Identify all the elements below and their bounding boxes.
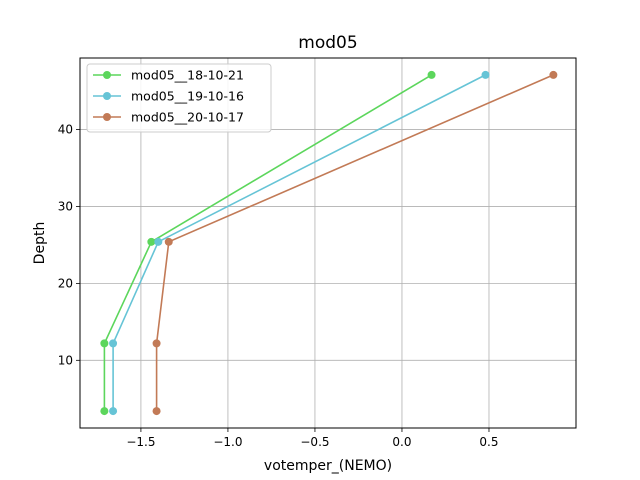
legend-swatch-marker — [103, 71, 111, 79]
legend: mod05__18-10-21 mod05__19-10-16 mod05__20-… — [86, 63, 272, 133]
series-2 — [109, 70, 490, 416]
data-point — [100, 407, 109, 416]
x-tick-label: 0.5 — [479, 435, 498, 449]
data-point — [152, 339, 161, 348]
legend-item: mod05__20-10-17 — [93, 110, 244, 125]
x-tick-label: 0.0 — [392, 435, 411, 449]
legend-label: mod05__19-10-16 — [131, 89, 244, 104]
series-line — [112, 74, 486, 412]
series-layer — [100, 70, 558, 416]
data-point — [109, 339, 118, 348]
series-1 — [100, 70, 436, 416]
chart-title: mod05 — [298, 33, 357, 53]
y-tick-label: 20 — [58, 276, 73, 290]
data-point — [481, 70, 490, 79]
data-point — [147, 237, 156, 246]
x-tick-label: −0.5 — [300, 435, 329, 449]
x-tick-label: −1.0 — [213, 435, 242, 449]
y-tick-label: 10 — [58, 353, 73, 367]
data-point — [427, 70, 436, 79]
legend-label: mod05__20-10-17 — [131, 110, 244, 125]
data-point — [152, 407, 161, 416]
y-tick-label: 30 — [58, 199, 73, 213]
data-point — [154, 237, 163, 246]
series-line — [103, 74, 433, 412]
legend-frame — [86, 63, 272, 133]
data-point — [109, 407, 118, 416]
legend-label: mod05__18-10-21 — [131, 68, 244, 83]
data-point — [100, 339, 109, 348]
legend-item: mod05__18-10-21 — [93, 68, 244, 83]
axis-ticks: −1.5 −1.0 −0.5 0.0 0.5 10 20 30 40 — [58, 123, 499, 449]
series-3 — [152, 70, 558, 416]
legend-swatch-marker — [103, 92, 111, 100]
series-line — [155, 74, 554, 412]
plot-frame — [79, 57, 577, 429]
legend-item: mod05__19-10-16 — [93, 89, 244, 104]
data-point — [549, 70, 558, 79]
y-tick-label: 40 — [58, 123, 73, 137]
legend-swatch-marker — [103, 113, 111, 121]
data-point — [164, 237, 173, 246]
y-axis-label: Depth — [32, 222, 48, 265]
x-axis-label: votemper_(NEMO) — [264, 458, 392, 474]
x-tick-label: −1.5 — [126, 435, 155, 449]
